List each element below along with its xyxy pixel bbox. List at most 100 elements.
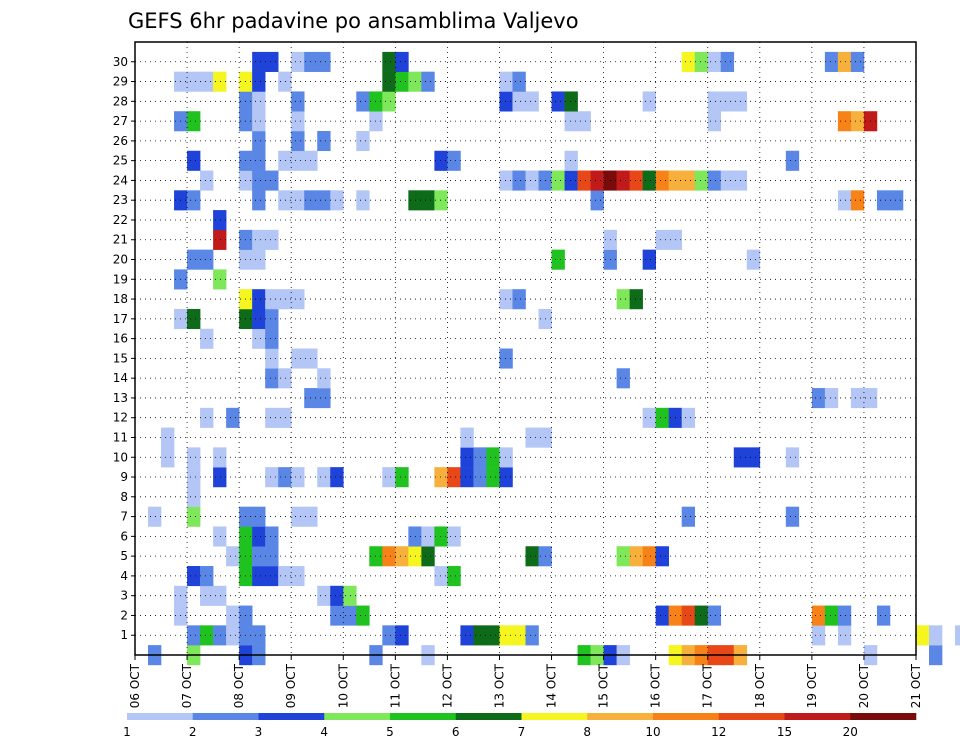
heatmap-cell [694, 51, 709, 72]
legend-swatch [850, 713, 917, 720]
heatmap-cell [655, 605, 669, 626]
heatmap-cell [200, 407, 214, 428]
heatmap-cell [525, 427, 539, 448]
heatmap-cell [551, 91, 565, 112]
heatmap-cell [434, 190, 448, 211]
heatmap-cell [317, 368, 331, 389]
y-tick-label: 21 [113, 233, 128, 247]
heatmap-cell [252, 546, 266, 567]
heatmap-cell [252, 308, 266, 330]
plot-frame [134, 41, 917, 656]
heatmap-cell [486, 467, 500, 488]
heatmap-cell [200, 585, 214, 606]
heatmap-cell [317, 388, 331, 409]
heatmap-cell [382, 625, 396, 646]
heatmap-cell [876, 190, 891, 211]
heatmap-cell [382, 467, 396, 488]
heatmap-cell [252, 526, 266, 547]
heatmap-cell [200, 249, 214, 270]
legend-swatch [718, 713, 785, 720]
heatmap-cell [421, 190, 435, 211]
heatmap-cell [460, 427, 474, 448]
heatmap-cell [291, 467, 305, 488]
legend-swatch [192, 713, 259, 720]
heatmap-cell [252, 625, 266, 646]
heatmap-cell [252, 71, 266, 92]
heatmap-cell [265, 407, 279, 428]
heatmap-cell [187, 111, 201, 132]
y-tick-label: 23 [113, 193, 128, 207]
heatmap-cell [655, 170, 669, 191]
x-tick-label: 19 OCT [805, 663, 819, 708]
heatmap-cell [291, 51, 305, 72]
heatmap-cell [278, 407, 292, 428]
y-tick-label: 6 [120, 529, 128, 543]
heatmap-cell [551, 249, 565, 270]
x-tick-label: 16 OCT [649, 663, 663, 708]
y-tick-label: 5 [120, 549, 128, 563]
heatmap-cell [681, 51, 696, 72]
heatmap-cell [356, 91, 370, 112]
heatmap-cell [850, 111, 865, 132]
heatmap-cells [148, 51, 960, 666]
heatmap-cell [785, 447, 800, 468]
x-tick-label: 07 OCT [180, 663, 194, 708]
heatmap-cell [265, 308, 279, 330]
heatmap-cell [252, 506, 266, 527]
heatmap-cell [278, 368, 292, 389]
heatmap-cell [486, 625, 500, 646]
heatmap-cell [486, 447, 500, 468]
y-tick-label: 8 [120, 490, 128, 504]
y-tick-label: 4 [120, 569, 128, 583]
heatmap-cell [499, 447, 513, 468]
y-tick-label: 27 [113, 114, 128, 128]
heatmap-cell [434, 467, 448, 488]
heatmap-cell [564, 170, 578, 191]
y-tick-label: 9 [120, 470, 128, 484]
heatmap-cell [564, 91, 578, 112]
y-tick-label: 1 [120, 628, 128, 642]
heatmap-cell [291, 566, 305, 587]
heatmap-cell [213, 210, 227, 231]
heatmap-cell [499, 467, 513, 488]
heatmap-cell [213, 585, 227, 606]
heatmap-cell [616, 546, 630, 567]
heatmap-cell [291, 506, 305, 527]
heatmap-cell [291, 289, 305, 310]
heatmap-cell [317, 190, 331, 211]
legend-label: 1 [123, 725, 131, 739]
heatmap-cell [278, 71, 292, 92]
heatmap-cell [512, 625, 526, 646]
heatmap-cell [512, 91, 526, 112]
heatmap-cell [421, 546, 435, 567]
legend-swatch [653, 713, 720, 720]
y-tick-label: 24 [113, 173, 128, 187]
heatmap-cell [499, 71, 513, 92]
heatmap-cell [434, 526, 448, 547]
heatmap-cell [252, 130, 266, 152]
x-tick-label: 06 OCT [128, 663, 142, 708]
heatmap-cell [811, 388, 826, 409]
heatmap-cell [707, 170, 722, 191]
y-tick-label: 16 [113, 332, 128, 346]
heatmap-cell [252, 170, 266, 191]
heatmap-cell [187, 190, 201, 211]
heatmap-cell [187, 566, 201, 587]
heatmap-cell [512, 71, 526, 92]
heatmap-cell [837, 605, 852, 626]
y-tick-label: 17 [113, 312, 128, 326]
heatmap-cell [720, 91, 735, 112]
heatmap-cell [265, 289, 279, 310]
heatmap-cell [330, 605, 344, 626]
x-tick-label: 11 OCT [388, 663, 402, 708]
heatmap-cell [161, 447, 175, 468]
heatmap-cell [525, 546, 539, 567]
y-tick-label: 14 [113, 371, 128, 385]
x-tick-label: 21 OCT [909, 663, 923, 708]
legend-label: 10 [645, 725, 660, 739]
y-tick-label: 7 [120, 510, 128, 524]
heatmap-cell [187, 447, 201, 468]
legend-swatch [390, 713, 457, 720]
heatmap-cell [460, 467, 474, 488]
color-legend: 1 2 3 4 5 6 7 8 10 12 15 20 [123, 713, 917, 739]
